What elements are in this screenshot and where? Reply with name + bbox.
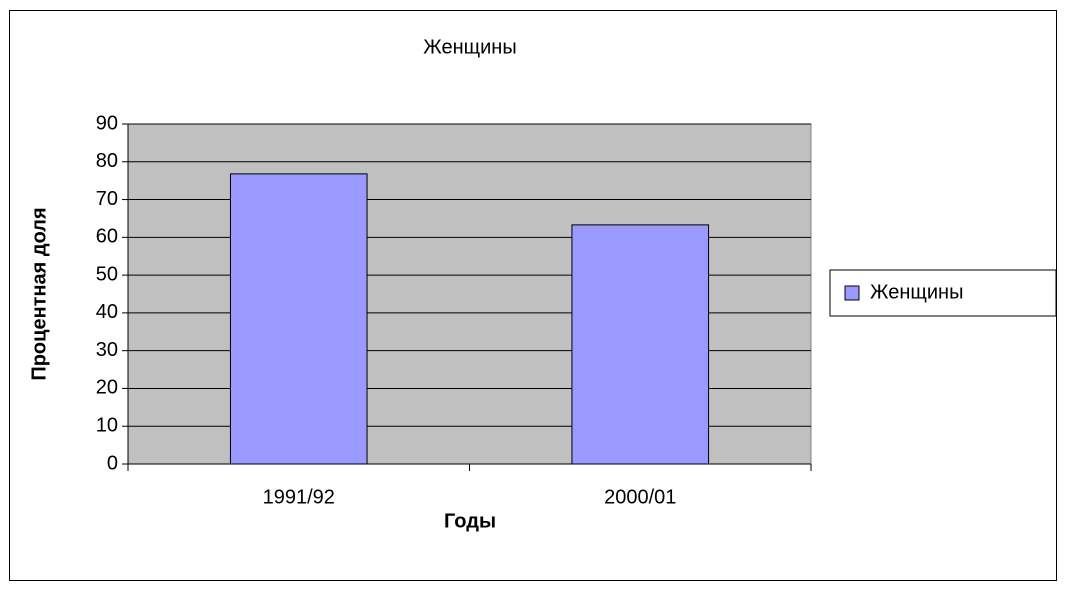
y-tick-label: 10 bbox=[96, 415, 118, 437]
y-tick-label: 30 bbox=[96, 339, 118, 361]
x-tick-label: 2000/01 bbox=[604, 486, 676, 508]
x-axis-label: Годы bbox=[444, 510, 496, 532]
y-axis-label: Процентная доля bbox=[28, 207, 50, 380]
y-tick-label: 60 bbox=[96, 226, 118, 248]
y-tick-label: 0 bbox=[107, 452, 118, 474]
y-tick-label: 20 bbox=[96, 377, 118, 399]
y-tick-label: 50 bbox=[96, 263, 118, 285]
legend-label: Женщины bbox=[870, 281, 963, 303]
x-tick-label: 1991/92 bbox=[263, 486, 335, 508]
y-tick-label: 70 bbox=[96, 188, 118, 210]
legend-box bbox=[829, 269, 1057, 317]
y-tick-label: 80 bbox=[96, 150, 118, 172]
bar bbox=[571, 224, 710, 465]
chart-title: Женщины bbox=[423, 36, 516, 58]
y-tick-label: 90 bbox=[96, 112, 118, 134]
bar bbox=[229, 173, 368, 465]
legend-swatch bbox=[844, 285, 860, 301]
y-tick-label: 40 bbox=[96, 301, 118, 323]
